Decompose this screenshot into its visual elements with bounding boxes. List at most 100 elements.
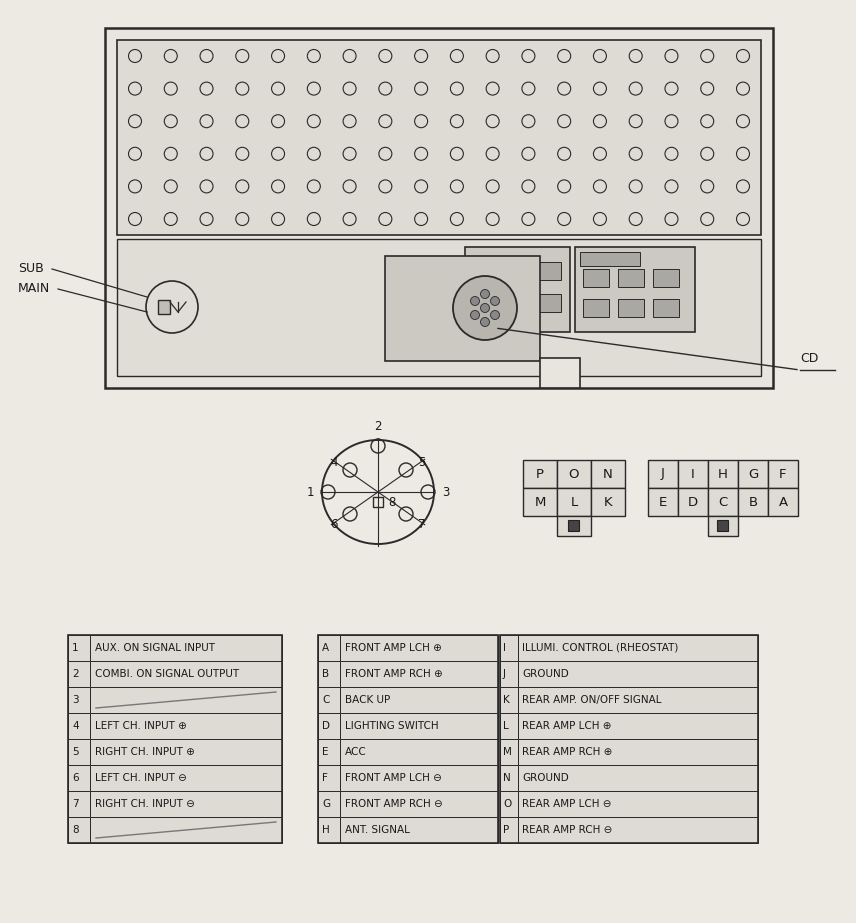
Text: 2: 2 xyxy=(72,669,79,679)
Text: REAR AMP LCH ⊖: REAR AMP LCH ⊖ xyxy=(522,799,611,809)
Bar xyxy=(738,460,768,488)
Bar xyxy=(158,300,170,314)
Bar xyxy=(653,269,679,287)
Bar xyxy=(580,252,640,266)
Bar xyxy=(557,488,591,516)
Bar xyxy=(68,687,90,713)
Bar xyxy=(591,488,625,516)
Bar xyxy=(340,739,498,765)
Bar xyxy=(500,635,518,661)
Bar xyxy=(518,635,758,661)
Bar xyxy=(68,635,282,843)
Bar xyxy=(518,661,758,687)
Text: 4: 4 xyxy=(330,455,338,469)
Bar xyxy=(340,635,498,661)
Text: I: I xyxy=(503,643,506,653)
Text: 5: 5 xyxy=(419,455,425,469)
Circle shape xyxy=(490,296,500,306)
Text: 3: 3 xyxy=(72,695,79,705)
Bar xyxy=(340,765,498,791)
Bar xyxy=(618,299,644,317)
Bar xyxy=(653,299,679,317)
Bar xyxy=(708,460,738,488)
Text: 7: 7 xyxy=(419,518,425,531)
Bar xyxy=(678,488,708,516)
Text: A: A xyxy=(778,496,788,509)
Text: D: D xyxy=(688,496,698,509)
Bar xyxy=(318,713,340,739)
Text: A: A xyxy=(322,643,329,653)
Bar xyxy=(68,765,90,791)
Bar xyxy=(505,262,529,280)
Text: G: G xyxy=(322,799,330,809)
Text: REAR AMP. ON/OFF SIGNAL: REAR AMP. ON/OFF SIGNAL xyxy=(522,695,662,705)
Bar xyxy=(90,713,282,739)
Text: C: C xyxy=(718,496,728,509)
Text: 5: 5 xyxy=(72,747,79,757)
Bar xyxy=(90,661,282,687)
Bar xyxy=(340,661,498,687)
Bar xyxy=(738,488,768,516)
Text: G: G xyxy=(748,468,758,481)
Bar xyxy=(500,791,518,817)
Text: FRONT AMP LCH ⊕: FRONT AMP LCH ⊕ xyxy=(345,643,442,653)
Text: H: H xyxy=(718,468,728,481)
Circle shape xyxy=(471,296,479,306)
Bar xyxy=(537,262,561,280)
Bar xyxy=(557,516,591,536)
Bar xyxy=(68,817,90,843)
Bar xyxy=(591,460,625,488)
Text: LEFT CH. INPUT ⊖: LEFT CH. INPUT ⊖ xyxy=(95,773,187,783)
Bar xyxy=(465,247,570,332)
Text: LEFT CH. INPUT ⊕: LEFT CH. INPUT ⊕ xyxy=(95,721,187,731)
Bar xyxy=(500,661,518,687)
Bar xyxy=(318,635,340,661)
Circle shape xyxy=(480,290,490,298)
Bar xyxy=(90,791,282,817)
Bar xyxy=(518,765,758,791)
Bar xyxy=(318,661,340,687)
Text: K: K xyxy=(503,695,510,705)
Bar xyxy=(385,256,540,361)
Bar xyxy=(90,765,282,791)
Text: AUX. ON SIGNAL INPUT: AUX. ON SIGNAL INPUT xyxy=(95,643,215,653)
Text: FRONT AMP RCH ⊖: FRONT AMP RCH ⊖ xyxy=(345,799,443,809)
Text: N: N xyxy=(603,468,613,481)
Bar xyxy=(523,488,557,516)
Text: 4: 4 xyxy=(72,721,79,731)
Text: 6: 6 xyxy=(72,773,79,783)
Bar xyxy=(648,460,678,488)
Bar xyxy=(473,294,497,312)
Bar xyxy=(318,791,340,817)
Bar xyxy=(68,739,90,765)
Text: L: L xyxy=(570,496,578,509)
Text: RIGHT CH. INPUT ⊕: RIGHT CH. INPUT ⊕ xyxy=(95,747,195,757)
Text: COMBI. ON SIGNAL OUTPUT: COMBI. ON SIGNAL OUTPUT xyxy=(95,669,239,679)
Bar xyxy=(500,765,518,791)
Bar xyxy=(105,28,773,388)
Text: B: B xyxy=(322,669,329,679)
Text: LIGHTING SWITCH: LIGHTING SWITCH xyxy=(345,721,438,731)
Text: P: P xyxy=(536,468,544,481)
Bar xyxy=(537,294,561,312)
Text: N: N xyxy=(503,773,511,783)
Bar xyxy=(648,488,678,516)
Bar xyxy=(708,516,738,536)
Bar xyxy=(90,739,282,765)
Bar xyxy=(583,299,609,317)
Bar xyxy=(518,817,758,843)
Text: FRONT AMP RCH ⊕: FRONT AMP RCH ⊕ xyxy=(345,669,443,679)
Bar xyxy=(340,817,498,843)
Bar xyxy=(768,488,798,516)
Bar xyxy=(500,713,518,739)
Text: MAIN: MAIN xyxy=(18,282,51,295)
Bar xyxy=(340,687,498,713)
Bar xyxy=(708,488,738,516)
Bar xyxy=(518,791,758,817)
Text: 6: 6 xyxy=(330,518,338,531)
Text: E: E xyxy=(322,747,329,757)
Bar xyxy=(318,635,498,843)
Bar xyxy=(523,460,557,488)
Bar xyxy=(505,294,529,312)
Bar xyxy=(117,40,761,235)
